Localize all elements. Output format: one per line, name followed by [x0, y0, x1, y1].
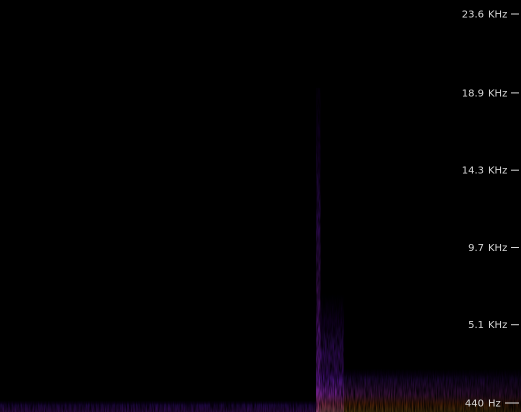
y-tick-label: 9.7 [468, 243, 484, 254]
y-tick-label: 23.6 [462, 10, 484, 21]
y-tick-unit: KHz [488, 243, 507, 254]
y-tick-label: 14.3 [462, 166, 484, 177]
y-tick-label: 5.1 [468, 320, 484, 331]
y-tick-unit: KHz [488, 320, 507, 331]
spectrogram-events [0, 87, 521, 412]
y-tick-label: 18.9 [462, 88, 484, 99]
event-decay-low-band [316, 368, 521, 412]
y-tick-unit: KHz [488, 88, 507, 99]
y-tick-unit: KHz [488, 10, 507, 21]
y-tick-unit: KHz [488, 166, 507, 177]
event-onset-transient [316, 87, 321, 412]
y-tick-unit: Hz [488, 399, 501, 410]
frequency-axis: 23.6 KHz 18.9 KHz 14.3 KHz 9.7 KHz 5.1 KHz 440 Hz [462, 10, 519, 410]
event-baseline-hum [0, 400, 318, 412]
y-tick-label: 440 [465, 399, 484, 410]
